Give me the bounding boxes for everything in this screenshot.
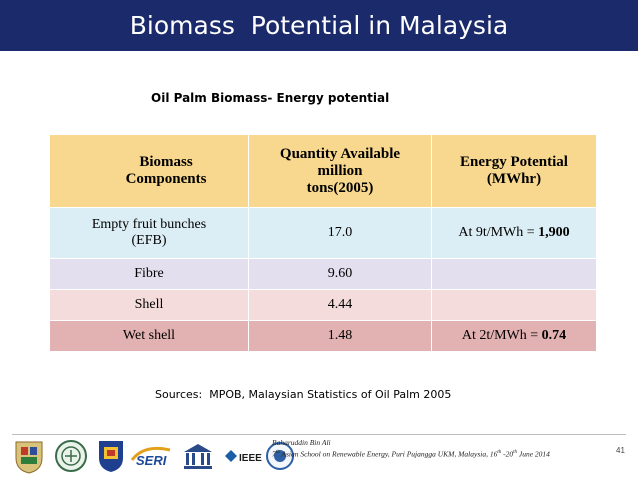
svg-text:IEEE: IEEE xyxy=(239,453,262,464)
header-energy-potential: Energy Potential (MWhr) xyxy=(431,134,597,208)
event-range: -20 xyxy=(501,449,514,459)
biomass-table: Biomass Components Quantity Available mi… xyxy=(49,134,597,352)
cell-energy xyxy=(431,289,597,321)
ieee-logo: IEEE xyxy=(225,450,262,464)
header-line: million xyxy=(317,162,363,179)
table-row: Wet shell 1.48 At 2t/MWh = 0.74 xyxy=(49,320,597,352)
header-line: Components xyxy=(125,171,207,187)
energy-prefix: At 9t/MWh = xyxy=(458,225,539,240)
energy-value: 0.74 xyxy=(541,328,567,343)
page-number: 41 xyxy=(616,446,625,455)
sources-note: Sources: MPOB, Malaysian Statistics of O… xyxy=(155,388,452,401)
university-logo xyxy=(99,441,123,472)
table-header-row: Biomass Components Quantity Available mi… xyxy=(49,134,597,208)
header-biomass-components: Biomass Components xyxy=(49,134,249,208)
header-quantity-available: Quantity Available million tons(2005) xyxy=(248,134,432,208)
cell-component: Empty fruit bunches (EFB) xyxy=(49,207,249,259)
header-line: Energy Potential xyxy=(460,154,568,170)
akademi-sains-logo xyxy=(266,442,294,470)
event-number: 7 xyxy=(272,449,276,459)
footer-divider xyxy=(12,434,626,435)
table-row: Shell 4.44 xyxy=(49,289,597,321)
cell-quantity: 1.48 xyxy=(248,320,432,352)
header-line: (MWhr) xyxy=(486,171,542,187)
event-ordinal: th xyxy=(275,450,280,455)
footer-credits: Baharuddin Bin Ali 7th Asian School on R… xyxy=(272,438,550,460)
table-row: Empty fruit bunches (EFB) 17.0 At 9t/MWh… xyxy=(49,207,597,259)
header-line: Biomass xyxy=(139,154,193,170)
slide-title: Biomass Potential in Malaysia xyxy=(129,11,509,40)
header-line: Quantity Available xyxy=(279,145,401,162)
header-line: tons(2005) xyxy=(306,179,374,196)
energy-prefix: At 2t/MWh = xyxy=(461,328,542,343)
event-text: Asian School on Renewable Energy, Puri P… xyxy=(279,449,498,459)
cell-quantity: 9.60 xyxy=(248,258,432,290)
cell-line: Empty fruit bunches xyxy=(91,217,207,232)
event-ordinal: th xyxy=(497,450,502,455)
round-seal-logo xyxy=(55,440,87,472)
title-bar xyxy=(0,0,638,51)
footer-event: 7th Asian School on Renewable Energy, Pu… xyxy=(272,448,550,460)
cell-quantity: 4.44 xyxy=(248,289,432,321)
crest-logo xyxy=(15,441,43,474)
energy-value: 1,900 xyxy=(538,225,570,240)
table-caption: Oil Palm Biomass- Energy potential xyxy=(151,91,390,105)
cell-energy xyxy=(431,258,597,290)
seri-logo: SERI xyxy=(130,446,171,468)
event-ordinal: th xyxy=(513,450,517,455)
unesco-logo xyxy=(184,444,212,469)
cell-line: (EFB) xyxy=(131,233,167,248)
cell-quantity: 17.0 xyxy=(248,207,432,259)
cell-component: Wet shell xyxy=(49,320,249,352)
cell-energy: At 9t/MWh = 1,900 xyxy=(431,207,597,259)
cell-component: Fibre xyxy=(49,258,249,290)
footer-author: Baharuddin Bin Ali xyxy=(272,438,331,447)
svg-text:SERI: SERI xyxy=(136,453,167,468)
cell-component: Shell xyxy=(49,289,249,321)
event-date: June 2014 xyxy=(516,449,550,459)
table-row: Fibre 9.60 xyxy=(49,258,597,290)
cell-energy: At 2t/MWh = 0.74 xyxy=(431,320,597,352)
